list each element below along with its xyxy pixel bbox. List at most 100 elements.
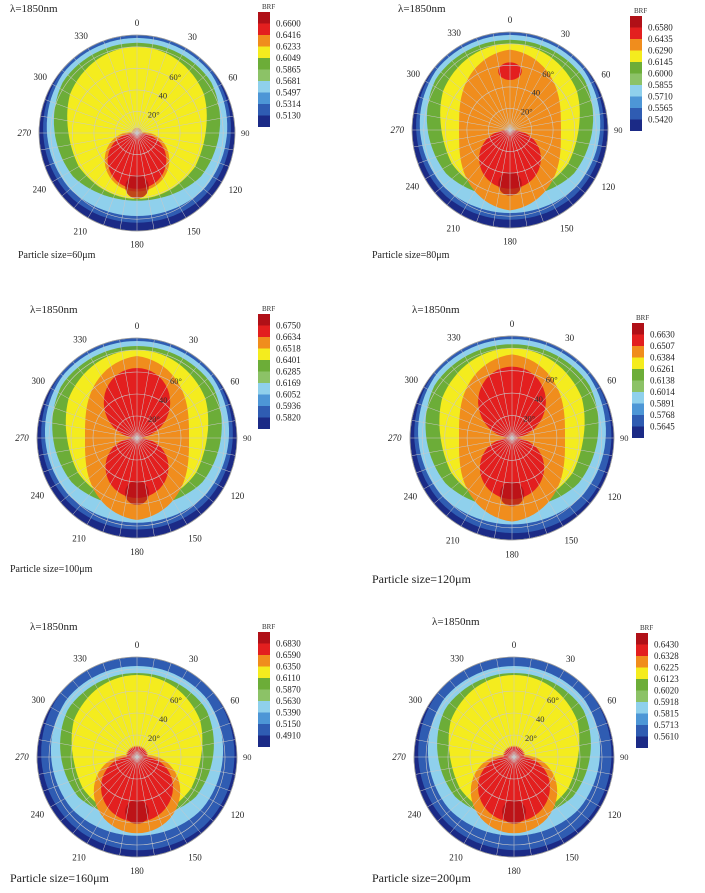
legend-swatch: [632, 369, 644, 381]
grid-spoke: [136, 680, 202, 758]
legend-level-label: 0.6384: [650, 353, 675, 363]
grid-spoke: [411, 420, 513, 439]
legend-swatch: [258, 348, 270, 360]
legend-swatch: [632, 392, 644, 404]
grid-spoke: [119, 339, 138, 439]
grid-spoke: [136, 132, 234, 151]
zenith-label: 40: [159, 714, 168, 724]
legend-swatch: [258, 81, 270, 93]
legend-swatch: [258, 678, 270, 690]
grid-spoke: [417, 96, 511, 131]
legend-swatch: [258, 314, 270, 326]
grid-spoke: [136, 437, 224, 489]
legend-level-label: 0.6518: [276, 344, 301, 354]
azimuth-label: 330: [450, 653, 464, 663]
legend-swatch: [632, 346, 644, 358]
grid-spoke: [38, 420, 138, 439]
grid-spoke: [413, 112, 511, 131]
azimuth-label: 120: [231, 491, 245, 501]
grid-spoke: [509, 37, 544, 131]
grid-spoke: [437, 756, 515, 822]
legend-level-label: 0.6630: [650, 330, 675, 340]
legend-level-label: 0.6430: [654, 640, 679, 650]
grid-spoke: [433, 372, 513, 439]
grid-spoke: [479, 662, 515, 758]
grid-spoke: [136, 351, 188, 439]
grid-spoke: [416, 402, 513, 439]
azimuth-label: 180: [507, 866, 521, 876]
wavelength-label: λ=1850nm: [432, 616, 480, 628]
azimuth-label: 60: [230, 696, 240, 706]
wavelength-label: λ=1850nm: [10, 3, 58, 15]
particle-size-caption: Particle size=60μm: [18, 250, 96, 261]
legend-level-label: 0.6600: [276, 19, 301, 29]
legend-level-label: 0.5815: [654, 709, 679, 719]
grid-spoke: [136, 132, 230, 167]
legend-level-label: 0.6350: [276, 662, 301, 672]
legend-swatch: [632, 334, 644, 346]
grid-spoke: [427, 706, 515, 758]
legend-swatch: [632, 403, 644, 415]
grid-spoke: [42, 722, 138, 758]
grid-spoke: [509, 33, 528, 131]
azimuth-label: 330: [447, 28, 461, 38]
legend-swatch: [258, 406, 270, 418]
grid-spoke: [463, 670, 515, 758]
grid-spoke: [86, 351, 138, 439]
azimuth-label: 240: [33, 184, 47, 194]
azimuth-label: 300: [33, 72, 47, 82]
grid-spoke: [509, 80, 596, 131]
legend-level-label: 0.6110: [276, 673, 301, 683]
grid-spoke: [136, 57, 201, 134]
azimuth-label: 60: [230, 377, 240, 387]
grid-spoke: [492, 33, 511, 131]
grid-spoke: [40, 115, 138, 134]
legend-level-label: 0.5150: [276, 719, 301, 729]
grid-spoke: [136, 132, 213, 197]
zenith-label: 60°: [546, 375, 558, 385]
grid-spoke: [511, 342, 548, 439]
legend-title: BRF: [262, 623, 275, 631]
grid-spoke: [434, 66, 511, 131]
grid-spoke: [415, 756, 515, 775]
grid-spoke: [433, 437, 513, 504]
zenith-label: 90: [243, 433, 252, 443]
grid-spoke: [136, 373, 214, 439]
legend-level-label: 0.5314: [276, 99, 301, 109]
grid-spoke: [87, 132, 138, 219]
grid-spoke: [509, 129, 596, 180]
zenith-label: 20°: [521, 106, 533, 116]
legend-level-label: 0.5713: [654, 720, 679, 730]
zenith-label: 20°: [523, 414, 535, 424]
grid-spoke: [509, 129, 603, 164]
grid-spoke: [513, 680, 579, 758]
grid-spoke: [136, 756, 232, 792]
azimuth-label: 60: [607, 375, 617, 385]
grid-spoke: [50, 706, 138, 758]
zenith-label: 40: [159, 91, 168, 101]
legend-level-label: 0.6435: [648, 34, 673, 44]
wavelength-label: λ=1850nm: [30, 304, 78, 316]
legend-swatch: [258, 712, 270, 724]
grid-spoke: [72, 756, 138, 834]
grid-spoke: [449, 680, 515, 758]
grid-spoke: [509, 129, 574, 206]
grid-spoke: [44, 99, 138, 134]
legend-level-label: 0.6416: [276, 30, 301, 40]
legend-swatch: [258, 735, 270, 747]
azimuth-label: 120: [608, 810, 622, 820]
grid-spoke: [42, 403, 138, 439]
zenith-label: 90: [620, 433, 629, 443]
azimuth-label: 0: [135, 18, 140, 28]
grid-spoke: [496, 658, 515, 758]
grid-spoke: [511, 402, 608, 439]
azimuth-label: 120: [229, 185, 243, 195]
grid-spoke: [136, 40, 171, 134]
legend-swatch: [636, 667, 648, 679]
grid-spoke: [50, 437, 138, 489]
azimuth-label: 0: [135, 640, 140, 650]
grid-spoke: [119, 756, 138, 856]
legend-swatch: [258, 643, 270, 655]
